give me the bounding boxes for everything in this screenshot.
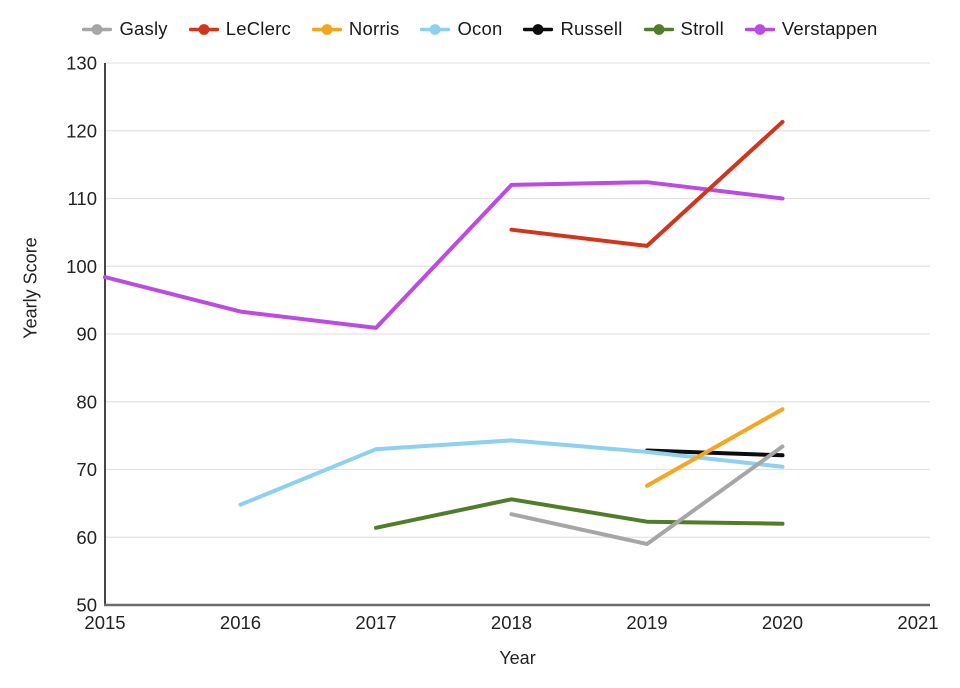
series-line-gasly [509,444,785,546]
y-axis-title: Yearly Score [20,237,41,339]
x-tick-label: 2020 [762,612,803,633]
y-tick-label: 120 [66,120,97,141]
legend-item-gasly: Gasly [82,18,168,40]
series-line-stroll [374,497,785,530]
legend-marker-gasly-icon [82,23,113,35]
legend-label: LeClerc [225,18,291,39]
y-tick-label: 80 [76,391,97,412]
legend-item-stroll: Stroll [643,18,724,40]
y-tick-label: 110 [68,188,98,209]
legend-item-norris: Norris [311,18,400,40]
legend-marker-ocon-icon [420,23,451,35]
series-line-leclerc [509,119,785,248]
legend-item-verstappen: Verstappen [744,18,878,40]
legend-label: Verstappen [781,18,878,39]
y-tick-label: 100 [66,256,97,277]
legend-label: Gasly [119,18,168,39]
series-line-norris [645,407,785,488]
x-tick-label: 2019 [626,612,667,633]
y-tick-label: 130 [66,53,97,74]
y-tick-label: 50 [76,595,97,616]
legend-marker-russell-icon [523,23,554,35]
legend-item-ocon: Ocon [420,18,502,40]
legend-label: Ocon [457,18,503,39]
y-tick-label: 70 [76,459,97,480]
legend-item-russell: Russell [523,18,622,40]
legend-marker-leclerc-icon [188,23,219,35]
legend-label: Norris [348,18,400,39]
legend-item-leclerc: LeClerc [188,18,291,40]
legend-marker-stroll-icon [643,23,674,35]
y-tick-label: 60 [76,527,97,548]
x-tick-label: 2017 [355,612,396,633]
series-line-ocon [238,438,785,507]
x-tick-label: 2021 [897,612,938,633]
legend: Gasly LeClerc Norris Ocon Russell Stroll Verst… [0,0,960,58]
y-tick-label: 90 [76,324,97,345]
legend-label: Russell [560,18,623,39]
series-line-russell [645,448,785,458]
legend-marker-norris-icon [311,23,342,35]
x-tick-label: 2015 [84,612,125,633]
series-line-verstappen [103,180,785,330]
x-tick-label: 2016 [220,612,261,633]
legend-marker-verstappen-icon [744,23,775,35]
legend-label: Stroll [680,18,724,39]
x-tick-label: 2018 [491,612,532,633]
x-axis-title: Year [499,648,536,668]
